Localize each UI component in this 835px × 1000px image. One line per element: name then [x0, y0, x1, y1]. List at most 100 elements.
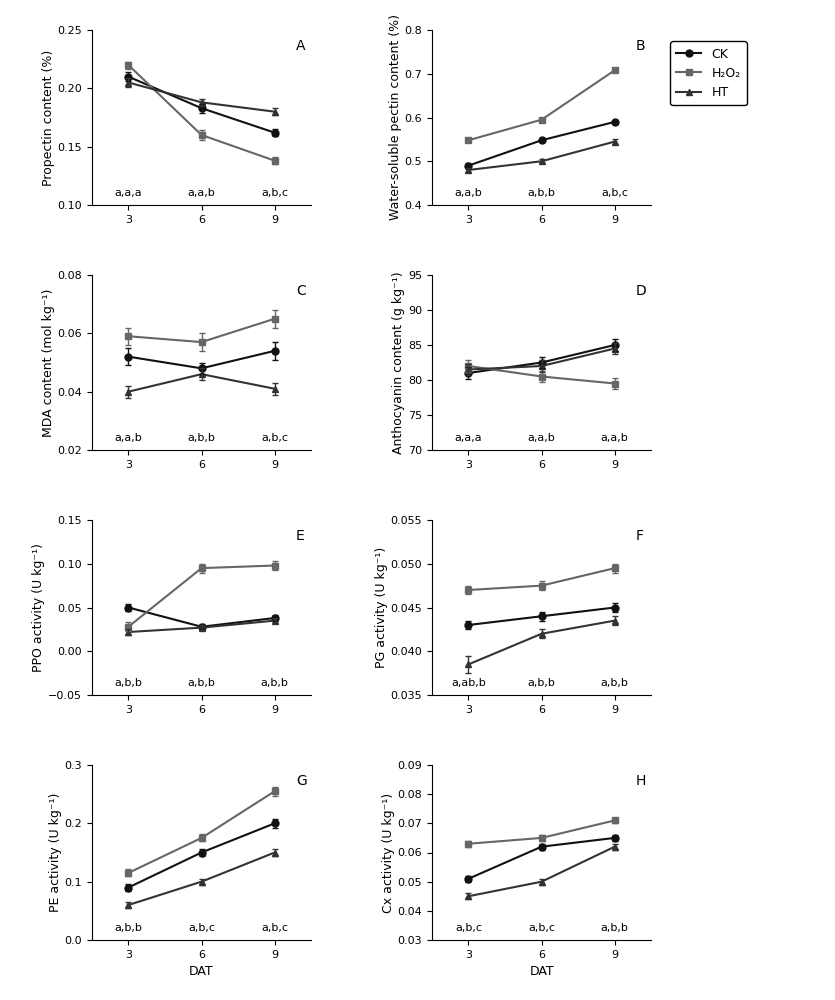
CK — [463, 873, 473, 885]
H₂O₂ — [537, 370, 547, 382]
Text: a,b,b: a,b,b — [528, 678, 555, 688]
Line: CK: CK — [125, 73, 278, 136]
HT — [124, 899, 134, 911]
Text: a,b,b: a,b,b — [188, 678, 215, 688]
HT — [610, 615, 620, 627]
Text: a,b,c: a,b,c — [261, 433, 288, 443]
Text: a,b,c: a,b,c — [261, 923, 288, 933]
CK — [196, 621, 206, 633]
CK — [463, 367, 473, 379]
Text: a,a,b: a,a,b — [601, 433, 629, 443]
Y-axis label: Propectin content (%): Propectin content (%) — [42, 49, 54, 186]
HT — [537, 876, 547, 888]
Y-axis label: Anthocyanin content (g kg⁻¹): Anthocyanin content (g kg⁻¹) — [392, 271, 405, 454]
H₂O₂ — [196, 129, 206, 141]
Line: HT: HT — [125, 79, 278, 115]
H₂O₂ — [196, 562, 206, 574]
Line: H₂O₂: H₂O₂ — [465, 67, 618, 144]
H₂O₂ — [610, 64, 620, 76]
HT — [196, 876, 206, 888]
Line: CK: CK — [465, 342, 618, 376]
CK — [196, 362, 206, 374]
Line: H₂O₂: H₂O₂ — [465, 565, 618, 593]
Text: a,ab,b: a,ab,b — [451, 678, 486, 688]
CK — [124, 71, 134, 83]
HT — [463, 164, 473, 176]
H₂O₂ — [537, 832, 547, 844]
Text: a,a,b: a,a,b — [454, 188, 483, 198]
H₂O₂ — [124, 59, 134, 71]
CK — [124, 351, 134, 363]
CK — [610, 339, 620, 351]
CK — [196, 102, 206, 114]
CK — [610, 116, 620, 128]
CK — [463, 160, 473, 172]
Text: A: A — [296, 39, 306, 53]
H₂O₂ — [463, 360, 473, 372]
CK — [537, 610, 547, 622]
H₂O₂ — [270, 560, 280, 572]
Line: CK: CK — [125, 604, 278, 630]
Text: C: C — [296, 284, 306, 298]
Line: HT: HT — [125, 849, 278, 908]
HT — [463, 890, 473, 902]
Text: a,b,b: a,b,b — [261, 678, 289, 688]
H₂O₂ — [270, 155, 280, 167]
Line: H₂O₂: H₂O₂ — [125, 62, 278, 164]
Text: D: D — [636, 284, 646, 298]
H₂O₂ — [537, 114, 547, 126]
Line: CK: CK — [465, 834, 618, 882]
CK — [270, 127, 280, 139]
Text: a,a,b: a,a,b — [188, 188, 215, 198]
Line: HT: HT — [465, 138, 618, 173]
HT — [270, 106, 280, 118]
Line: HT: HT — [465, 617, 618, 668]
Text: a,b,b: a,b,b — [188, 433, 215, 443]
CK — [124, 602, 134, 614]
H₂O₂ — [463, 134, 473, 146]
HT — [124, 386, 134, 398]
Y-axis label: MDA content (mol kg⁻¹): MDA content (mol kg⁻¹) — [42, 288, 54, 437]
CK — [610, 602, 620, 614]
HT — [124, 626, 134, 638]
Y-axis label: PPO activity (U kg⁻¹): PPO activity (U kg⁻¹) — [33, 543, 45, 672]
Text: a,b,c: a,b,c — [188, 923, 215, 933]
Text: B: B — [636, 39, 645, 53]
Text: a,a,a: a,a,a — [114, 188, 142, 198]
H₂O₂ — [270, 785, 280, 797]
H₂O₂ — [124, 867, 134, 879]
Line: HT: HT — [465, 843, 618, 900]
Text: a,b,b: a,b,b — [114, 678, 142, 688]
Y-axis label: PE activity (U kg⁻¹): PE activity (U kg⁻¹) — [48, 793, 62, 912]
Y-axis label: Cx activity (U kg⁻¹): Cx activity (U kg⁻¹) — [382, 792, 395, 913]
Line: HT: HT — [125, 617, 278, 635]
H₂O₂ — [463, 584, 473, 596]
H₂O₂ — [610, 814, 620, 826]
H₂O₂ — [610, 562, 620, 574]
HT — [537, 155, 547, 167]
Line: CK: CK — [125, 347, 278, 372]
HT — [537, 628, 547, 640]
H₂O₂ — [124, 330, 134, 342]
CK — [537, 134, 547, 146]
CK — [270, 345, 280, 357]
Text: a,b,b: a,b,b — [528, 188, 555, 198]
H₂O₂ — [610, 377, 620, 389]
CK — [610, 832, 620, 844]
Text: a,b,c: a,b,c — [261, 188, 288, 198]
HT — [610, 841, 620, 853]
HT — [610, 136, 620, 148]
Line: CK: CK — [125, 820, 278, 891]
Line: H₂O₂: H₂O₂ — [465, 817, 618, 847]
Text: a,a,b: a,a,b — [528, 433, 555, 443]
HT — [196, 96, 206, 108]
Y-axis label: PG activity (U kg⁻¹): PG activity (U kg⁻¹) — [375, 547, 387, 668]
H₂O₂ — [537, 580, 547, 592]
Line: HT: HT — [125, 371, 278, 395]
CK — [270, 612, 280, 624]
CK — [537, 841, 547, 853]
H₂O₂ — [124, 621, 134, 633]
Text: E: E — [296, 529, 305, 543]
HT — [537, 360, 547, 372]
Text: a,b,c: a,b,c — [455, 923, 482, 933]
